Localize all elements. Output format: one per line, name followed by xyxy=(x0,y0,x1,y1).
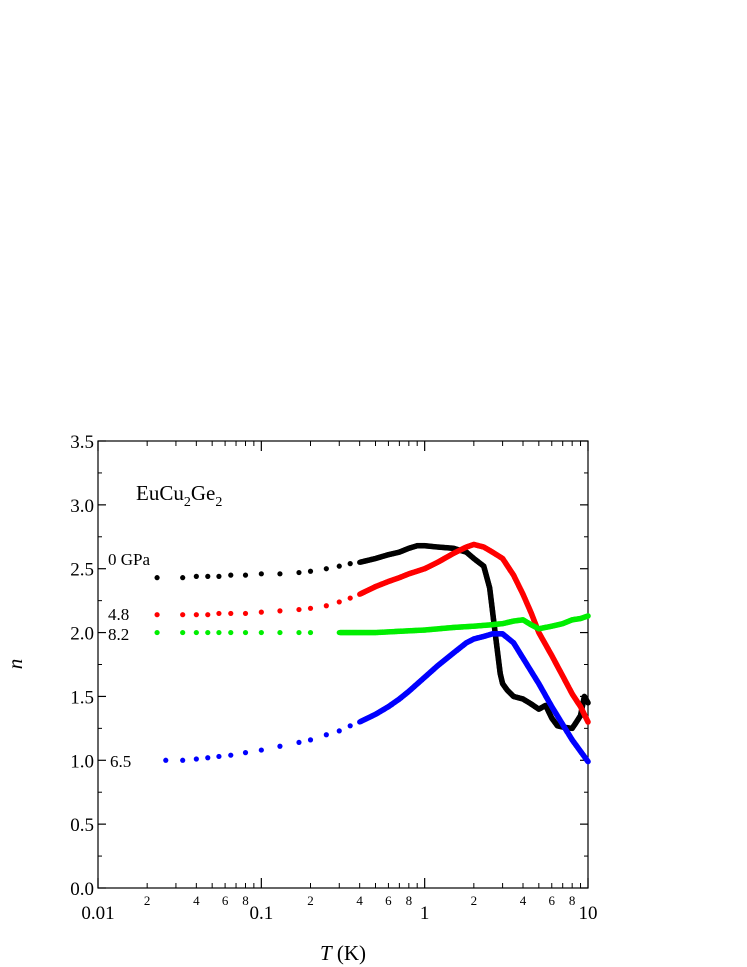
y-tick-label: 0.5 xyxy=(70,815,94,836)
data-point xyxy=(228,610,234,617)
data-point xyxy=(585,719,591,725)
data-point xyxy=(307,629,314,636)
data-point xyxy=(205,612,211,618)
x-minor-tick-label: 4 xyxy=(193,893,200,908)
data-point xyxy=(205,573,211,579)
x-minor-tick-label: 6 xyxy=(549,893,556,908)
data-point xyxy=(216,629,222,636)
chart-annotation: EuCu2Ge2 xyxy=(136,481,222,510)
data-point xyxy=(242,629,249,636)
data-point xyxy=(585,700,591,706)
data-point xyxy=(193,612,199,618)
y-tick-label: 2.5 xyxy=(70,560,94,581)
data-point xyxy=(323,732,329,738)
data-point xyxy=(242,610,249,617)
x-minor-tick-label: 4 xyxy=(356,893,363,908)
series-4.8 xyxy=(154,541,591,725)
data-point xyxy=(180,757,186,763)
data-point xyxy=(193,756,199,762)
axis-ticks xyxy=(97,440,589,889)
data-point xyxy=(296,629,302,636)
x-minor-tick-label: 6 xyxy=(385,893,392,908)
data-point xyxy=(336,563,342,569)
y-tick-label: 1.5 xyxy=(70,687,94,708)
series-layer xyxy=(154,541,591,765)
series-label: 6.5 xyxy=(110,752,131,771)
series-8.2 xyxy=(154,613,591,636)
series-0-gpa xyxy=(154,542,591,732)
data-point xyxy=(216,610,222,617)
y-tick-label: 1.0 xyxy=(70,751,94,772)
data-point xyxy=(277,571,283,577)
data-point xyxy=(154,575,160,581)
data-point xyxy=(347,595,353,601)
x-minor-tick-label: 4 xyxy=(520,893,527,908)
data-point xyxy=(296,569,302,576)
data-point xyxy=(205,755,211,761)
data-point xyxy=(347,723,353,729)
data-point xyxy=(193,629,199,636)
x-minor-tick-label: 8 xyxy=(242,893,249,908)
x-minor-tick-label: 8 xyxy=(569,893,576,908)
data-point xyxy=(277,629,283,636)
x-tick-label: 10 xyxy=(579,903,598,924)
data-point xyxy=(216,573,222,579)
data-point xyxy=(193,573,199,579)
data-point xyxy=(336,728,342,734)
data-point xyxy=(347,561,353,567)
series-6.5 xyxy=(163,631,591,765)
x-minor-tick-label: 2 xyxy=(471,893,478,908)
y-tick-label: 3.5 xyxy=(70,432,94,453)
data-point xyxy=(154,612,160,618)
data-point xyxy=(323,603,329,609)
data-point xyxy=(242,750,249,756)
data-point xyxy=(307,737,314,743)
data-point xyxy=(180,575,186,581)
data-point xyxy=(258,629,264,636)
y-tick-label: 2.0 xyxy=(70,624,94,645)
data-point xyxy=(296,606,302,613)
data-point xyxy=(228,629,234,636)
series-label: 4.8 xyxy=(108,605,129,624)
data-point xyxy=(154,629,160,636)
x-tick-label: 1 xyxy=(420,903,430,924)
data-point xyxy=(323,566,329,572)
data-point xyxy=(242,572,249,578)
data-point xyxy=(228,572,234,578)
data-point xyxy=(307,568,314,574)
data-point xyxy=(258,571,264,577)
data-point xyxy=(258,609,264,615)
y-axis-title: n xyxy=(3,659,27,670)
data-point xyxy=(277,608,283,614)
y-tick-label: 3.0 xyxy=(70,496,94,517)
data-point xyxy=(205,629,211,636)
labels-layer: 0.00.51.01.52.02.53.03.50.01 0.1 1 102 4 6 8 2 4… xyxy=(70,432,597,924)
data-point xyxy=(307,605,314,611)
y-tick-label: 0.0 xyxy=(70,879,94,900)
data-point xyxy=(258,747,264,753)
x-minor-tick-label: 2 xyxy=(307,893,314,908)
data-point xyxy=(336,599,342,605)
data-point xyxy=(277,743,283,749)
series-label: 8.2 xyxy=(108,625,129,644)
data-point xyxy=(180,629,186,636)
data-point xyxy=(585,758,591,765)
plot-frame xyxy=(97,440,589,889)
series-label: 0 GPa xyxy=(108,550,150,569)
data-point xyxy=(216,753,222,760)
x-tick-label: 0.01 xyxy=(81,903,114,924)
x-minor-tick-label: 2 xyxy=(144,893,151,908)
data-point xyxy=(163,757,169,763)
data-point xyxy=(296,739,302,746)
x-minor-tick-label: 8 xyxy=(406,893,413,908)
data-point xyxy=(228,752,234,758)
x-tick-label: 0.1 xyxy=(249,903,273,924)
data-point xyxy=(180,612,186,618)
data-point xyxy=(585,613,591,619)
x-minor-tick-label: 6 xyxy=(222,893,229,908)
x-axis-title: T (K) xyxy=(320,941,366,965)
